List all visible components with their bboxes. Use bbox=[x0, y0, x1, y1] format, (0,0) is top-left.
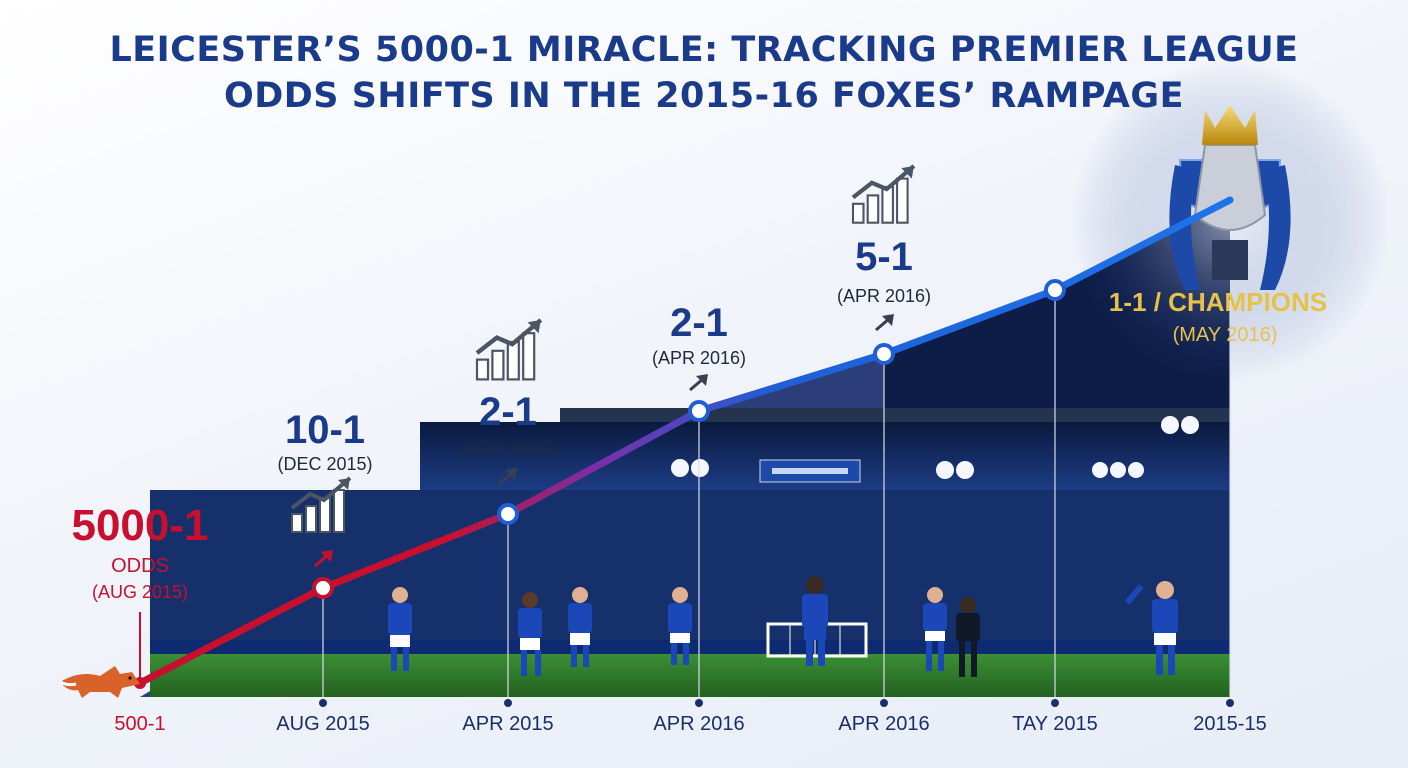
x-tick-mark bbox=[1226, 699, 1234, 707]
floodlights bbox=[671, 416, 1199, 479]
chart-title-line-1: LEICESTER’S 5000-1 MIRACLE: TRACKING PRE… bbox=[109, 30, 1299, 70]
odds-label: 2-1 bbox=[479, 390, 537, 434]
odds-label: 2-1 bbox=[670, 301, 728, 345]
x-tick-mark bbox=[1051, 699, 1059, 707]
data-point bbox=[1044, 279, 1066, 301]
x-tick-label: APR 2015 bbox=[462, 713, 553, 735]
date-label: (APR 2016) bbox=[652, 348, 746, 368]
arrow-up-right-icon bbox=[498, 468, 517, 486]
date-label: (DEC 2015) bbox=[277, 454, 372, 474]
data-point bbox=[497, 503, 519, 525]
data-point bbox=[312, 577, 334, 599]
stadium-roof bbox=[560, 408, 1230, 422]
date-label: (AUG 2015) bbox=[92, 582, 188, 602]
x-tick-mark bbox=[504, 699, 512, 707]
data-point bbox=[688, 400, 710, 422]
players bbox=[388, 576, 1178, 677]
champion-label: 1-1 / CHAMPIONS bbox=[1109, 287, 1327, 317]
arrow-up-right-icon bbox=[875, 314, 894, 332]
trending-up-icon bbox=[475, 318, 543, 381]
x-tick-label: 2015-15 bbox=[1193, 713, 1266, 735]
x-tick-mark bbox=[319, 699, 327, 707]
arrow-up-right-icon bbox=[689, 374, 708, 392]
trending-up-icon bbox=[290, 476, 352, 533]
x-tick-label: TAY 2015 bbox=[1012, 713, 1098, 735]
odds-sublabel: ODDS bbox=[111, 555, 169, 577]
trending-up-icon bbox=[851, 164, 916, 224]
odds-label: 5-1 bbox=[855, 235, 913, 279]
stadium-sign bbox=[759, 459, 861, 483]
odds-label: 5000-1 bbox=[71, 501, 208, 550]
premier-league-trophy-icon bbox=[1169, 105, 1291, 290]
odds-label: 10-1 bbox=[285, 408, 365, 452]
x-tick-label: APR 2016 bbox=[653, 713, 744, 735]
date-label: (AEC 2015) bbox=[461, 439, 555, 459]
pitch bbox=[150, 654, 1230, 697]
x-tick-label: 500-1 bbox=[114, 713, 165, 735]
x-tick-label: APR 2016 bbox=[838, 713, 929, 735]
chart-title-line-2: ODDS SHIFTS IN THE 2015-16 FOXES’ RAMPAG… bbox=[223, 76, 1185, 116]
x-tick-mark bbox=[880, 699, 888, 707]
data-point bbox=[873, 343, 895, 365]
x-tick-label: AUG 2015 bbox=[276, 713, 369, 735]
fox-icon bbox=[59, 666, 140, 698]
x-tick-mark bbox=[695, 699, 703, 707]
date-label: (APR 2016) bbox=[837, 286, 931, 306]
date-label: (MAY 2016) bbox=[1173, 324, 1278, 346]
arrow-up-right-icon bbox=[314, 550, 333, 568]
